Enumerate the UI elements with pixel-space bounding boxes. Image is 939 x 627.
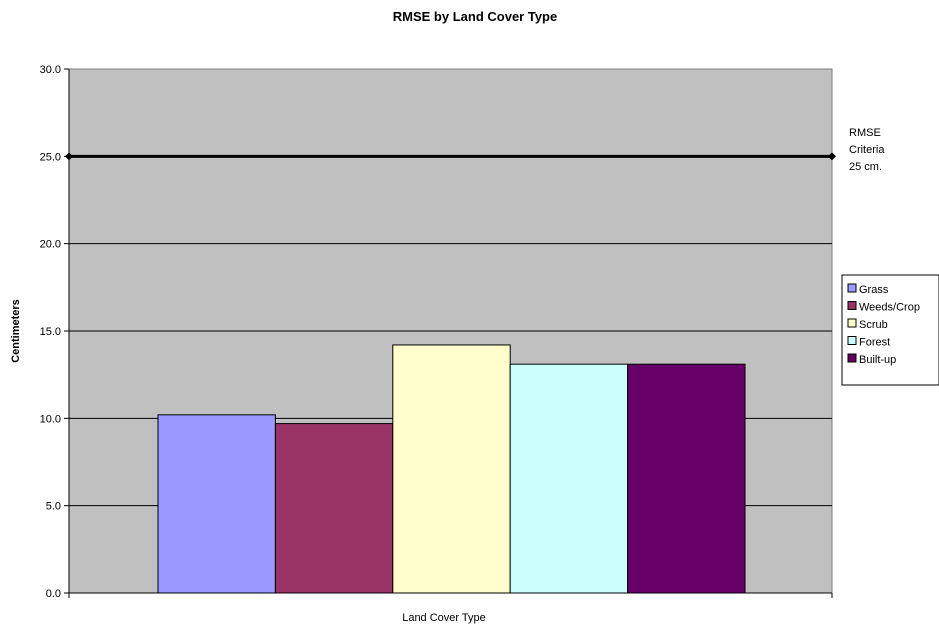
rmse-criteria-marker (828, 152, 836, 161)
y-axis-title: Centimeters (10, 299, 22, 363)
legend-label: Scrub (859, 319, 888, 331)
y-axis-ticks: 0.0 5.0 10.0 15.0 20.0 25.0 30.0 (40, 64, 69, 600)
y-tick-label: 15.0 (40, 326, 61, 338)
chart-title: RMSE by Land Cover Type (393, 9, 557, 24)
legend-swatch (847, 301, 857, 310)
y-tick-label: 0.0 (46, 588, 61, 600)
bar-scrub (392, 344, 511, 594)
legend-swatch (847, 336, 857, 345)
rmse-criteria-label: RMSE (849, 127, 881, 139)
bar-weeds-crop (274, 423, 394, 594)
legend-swatch (847, 353, 857, 363)
legend-label: Weeds/Crop (859, 302, 920, 314)
legend: Grass Weeds/Crop Scrub Forest Built-up (841, 274, 939, 386)
legend-swatch (847, 318, 857, 328)
y-tick-label: 25.0 (40, 151, 61, 163)
rmse-criteria-label: 25 cm. (849, 161, 882, 173)
legend-label: Forest (859, 337, 890, 349)
y-tick-label: 20.0 (40, 239, 61, 251)
y-tick-label: 30.0 (40, 64, 61, 76)
y-tick-label: 5.0 (46, 501, 61, 513)
bar-grass (157, 414, 276, 594)
bar-forest (509, 363, 629, 594)
rmse-criteria-label: Criteria (849, 144, 885, 156)
legend-label: Grass (859, 284, 889, 296)
y-tick-label: 10.0 (40, 413, 61, 425)
bars (157, 344, 746, 594)
legend-label: Built-up (859, 354, 896, 366)
x-axis-title: Land Cover Type (402, 612, 486, 624)
reference-line-group: RMSE Criteria 25 cm. (65, 127, 885, 173)
legend-box (841, 274, 939, 386)
legend-swatch (847, 283, 857, 293)
bar-built-up (627, 363, 746, 594)
